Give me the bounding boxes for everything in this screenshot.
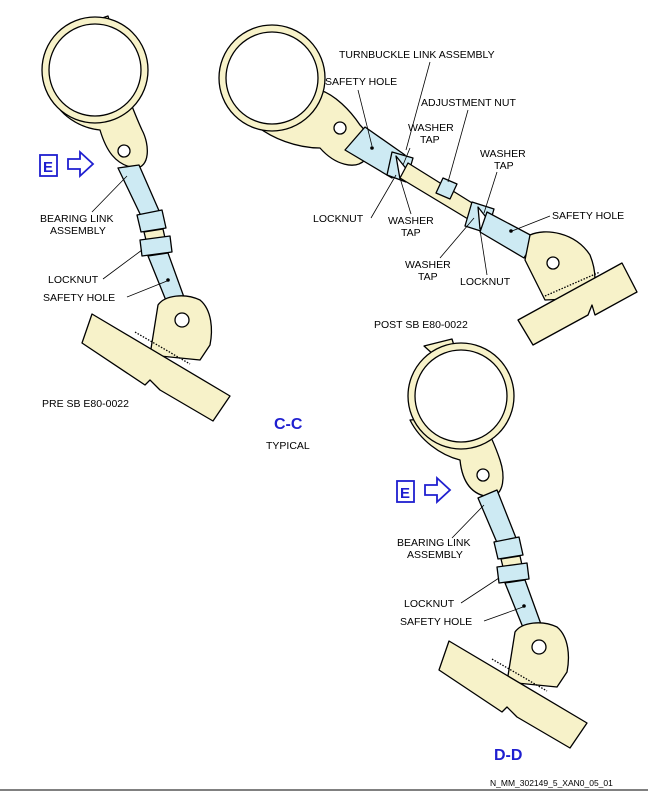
- washer-tap-1-a: WASHER: [408, 122, 454, 134]
- safety-hole-label-dd: SAFETY HOLE: [400, 616, 472, 628]
- post-sb-label: POST SB E80-0022: [374, 319, 468, 331]
- washer-tap-4-a: WASHER: [405, 259, 451, 271]
- bearing-link-label-dd-2: ASSEMBLY: [407, 549, 463, 561]
- washer-tap-3-a: WASHER: [388, 215, 434, 227]
- typical-label: TYPICAL: [266, 440, 310, 452]
- washer-tap-2-a: WASHER: [480, 148, 526, 160]
- drawing-code: N_MM_302149_5_XAN0_05_01: [490, 778, 613, 788]
- svg-text:E: E: [43, 159, 53, 176]
- post-sb-turnbuckle-figure: [218, 24, 638, 346]
- svg-text:E: E: [400, 485, 410, 502]
- dd-bearing-link-figure: [407, 338, 588, 749]
- safety-hole-label-center-2: SAFETY HOLE: [552, 210, 624, 222]
- washer-tap-2-b: TAP: [494, 160, 514, 172]
- washer-tap-3-b: TAP: [401, 227, 421, 239]
- locknut-label-left: LOCKNUT: [48, 274, 99, 286]
- locknut-label-dd: LOCKNUT: [404, 598, 455, 610]
- view-cc-label: C-C: [274, 416, 303, 433]
- pre-sb-bearing-link-figure: [41, 15, 231, 422]
- pre-sb-label: PRE SB E80-0022: [42, 398, 129, 410]
- bearing-link-label-left-2: ASSEMBLY: [50, 225, 106, 237]
- locknut-label-center-2: LOCKNUT: [460, 276, 511, 288]
- safety-hole-label-left: SAFETY HOLE: [43, 292, 115, 304]
- bearing-link-label-dd-1: BEARING LINK: [397, 537, 471, 549]
- locknut-label-center: LOCKNUT: [313, 213, 364, 225]
- bearing-link-label-left-1: BEARING LINK: [40, 213, 114, 225]
- washer-tap-4-b: TAP: [418, 271, 438, 283]
- turnbuckle-label: TURNBUCKLE LINK ASSEMBLY: [339, 49, 495, 61]
- view-e-arrow-left: E: [39, 149, 95, 179]
- adjustment-nut-label: ADJUSTMENT NUT: [421, 97, 516, 109]
- view-dd-label: D-D: [494, 747, 522, 764]
- washer-tap-1-b: TAP: [420, 134, 440, 146]
- view-e-arrow-right: E: [396, 475, 452, 505]
- safety-hole-label-center: SAFETY HOLE: [325, 76, 397, 88]
